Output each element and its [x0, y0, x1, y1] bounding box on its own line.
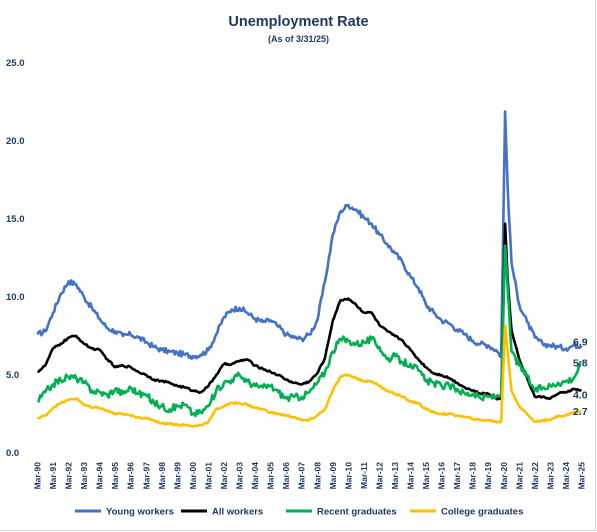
x-tick-label: Mar-99 — [172, 462, 182, 490]
x-tick-label: Mar-22 — [530, 462, 540, 490]
x-tick-label: Mar-07 — [297, 462, 307, 490]
chart-subtitle: (As of 3/31/25) — [267, 34, 330, 44]
x-tick-label: Mar-21 — [514, 462, 524, 490]
x-tick-label: Mar-96 — [126, 462, 136, 490]
x-tick-label: Mar-24 — [561, 462, 571, 490]
x-tick-label: Mar-93 — [79, 462, 89, 490]
x-tick-label: Mar-97 — [141, 462, 151, 490]
x-tick-label: Mar-19 — [483, 462, 493, 490]
series-line-young-workers — [36, 110, 583, 360]
x-tick-label: Mar-17 — [452, 462, 462, 490]
x-tick-label: Mar-20 — [499, 462, 509, 490]
x-axis: Mar-90 Mar-91 Mar-92 Mar-93 Mar-94 Mar-95 Mar-… — [32, 462, 586, 490]
series-line-all-workers — [37, 222, 582, 401]
end-label: 6.9 — [573, 336, 588, 348]
x-tick-label: Mar-16 — [437, 462, 447, 490]
x-tick-label: Mar-03 — [235, 462, 245, 490]
x-tick-label: Mar-25 — [576, 462, 586, 490]
y-tick-label: 20.0 — [6, 136, 25, 147]
x-tick-label: Mar-95 — [110, 462, 120, 490]
legend-label: College graduates — [441, 507, 523, 518]
x-tick-label: Mar-18 — [468, 462, 478, 490]
y-tick-label: 10.0 — [6, 292, 25, 303]
end-labels: 6.9 4.0 5.8 2.7 — [573, 336, 588, 418]
end-label: 5.8 — [573, 358, 588, 370]
legend-label: All workers — [212, 507, 263, 518]
x-tick-label: Mar-00 — [188, 462, 198, 490]
y-tick-label: 0.0 — [6, 448, 19, 459]
y-tick-label: 15.0 — [6, 214, 25, 225]
x-tick-label: Mar-06 — [281, 462, 291, 490]
x-tick-label: Mar-92 — [64, 462, 74, 490]
x-tick-label: Mar-15 — [421, 462, 431, 490]
legend: Young workers All workers Recent graduates… — [75, 507, 523, 518]
x-tick-label: Mar-14 — [406, 462, 416, 490]
x-tick-label: Mar-12 — [374, 462, 384, 490]
x-tick-label: Mar-01 — [203, 462, 213, 490]
legend-label: Young workers — [106, 507, 174, 518]
y-tick-label: 5.0 — [6, 370, 19, 381]
x-tick-label: Mar-23 — [545, 462, 555, 490]
x-tick-label: Mar-90 — [32, 462, 42, 490]
x-tick-label: Mar-05 — [266, 462, 276, 490]
chart-title: Unemployment Rate — [228, 14, 369, 30]
x-tick-label: Mar-10 — [343, 462, 353, 490]
series-line-college-graduates — [36, 323, 583, 428]
x-tick-label: Mar-13 — [390, 462, 400, 490]
y-tick-label: 25.0 — [6, 58, 25, 69]
x-tick-label: Mar-98 — [157, 462, 167, 490]
series-lines — [36, 110, 583, 428]
series-line-recent-graduates — [37, 244, 582, 418]
x-tick-label: Mar-02 — [219, 462, 229, 490]
y-axis: 0.0 5.0 10.0 15.0 20.0 25.0 — [6, 58, 25, 459]
x-tick-label: Mar-11 — [359, 462, 369, 489]
x-tick-label: Mar-08 — [312, 462, 322, 490]
x-tick-label: Mar-09 — [328, 462, 338, 490]
legend-label: Recent graduates — [317, 507, 397, 518]
x-tick-label: Mar-04 — [250, 462, 260, 490]
end-label: 4.0 — [573, 390, 588, 402]
x-tick-label: Mar-91 — [48, 462, 58, 490]
x-tick-label: Mar-94 — [95, 462, 105, 490]
end-label: 2.7 — [573, 406, 588, 418]
